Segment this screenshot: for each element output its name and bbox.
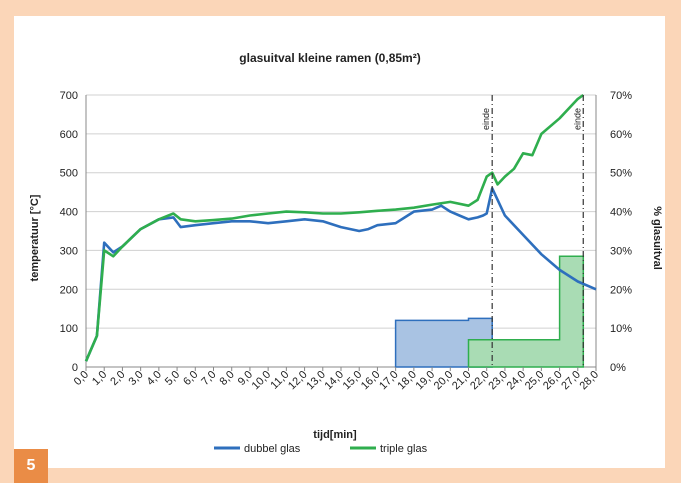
x-tick-label: 25,0	[523, 369, 547, 393]
x-tick-label: 15,0	[341, 369, 365, 393]
area-layer	[394, 255, 585, 368]
x-axis-ticks: 0,01,02,03,04,05,06,07,08,09,010,011,012…	[72, 367, 601, 392]
legend: dubbel glas triple glas	[214, 443, 428, 455]
y2-tick-label: 70%	[610, 90, 632, 102]
gridlines	[85, 94, 597, 368]
figure-number-badge: 5	[14, 449, 48, 483]
y-tick-label: 700	[60, 90, 78, 102]
y2-tick-label: 0%	[610, 362, 626, 374]
x-tick-label: 21,0	[450, 369, 474, 393]
y-tick-label: 300	[60, 245, 78, 257]
y-axis-label: temperatuur [°C]	[29, 194, 41, 281]
x-tick-label: 23,0	[486, 369, 510, 393]
y-tick-label: 500	[60, 168, 78, 180]
x-tick-label: 8,0	[218, 369, 237, 388]
y2-axis-label: % glasuitval	[651, 206, 663, 270]
x-tick-label: 17,0	[377, 369, 401, 393]
x-tick-label: 28,0	[577, 369, 601, 393]
y-tick-label: 100	[60, 323, 78, 335]
x-tick-label: 2,0	[108, 369, 127, 388]
y2-tick-label: 40%	[610, 207, 632, 219]
x-tick-label: 1,0	[90, 369, 109, 388]
x-tick-label: 6,0	[181, 369, 200, 388]
x-tick-label: 18,0	[395, 369, 419, 393]
y-tick-label: 200	[60, 284, 78, 296]
chart-title: glasuitval kleine ramen (0,85m²)	[239, 51, 420, 65]
x-tick-label: 22,0	[468, 369, 492, 393]
legend-label: triple glas	[380, 443, 428, 455]
y-tick-label: 0	[72, 362, 78, 374]
end-marker-label: einde	[481, 108, 491, 130]
chart-svg: glasuitval kleine ramen (0,85m²) einde ei…	[29, 51, 663, 455]
y2-tick-label: 60%	[610, 129, 632, 141]
chart-frame: glasuitval kleine ramen (0,85m²) einde ei…	[14, 16, 665, 468]
line-layer	[84, 93, 597, 362]
x-tick-label: 14,0	[322, 369, 346, 393]
x-tick-label: 12,0	[286, 369, 310, 393]
x-tick-label: 3,0	[126, 369, 145, 388]
x-tick-label: 11,0	[268, 369, 291, 392]
x-tick-label: 5,0	[163, 369, 182, 388]
y-axis-ticks: 0 100 200 300 400 500 600 700	[60, 90, 78, 374]
x-tick-label: 7,0	[199, 369, 218, 388]
x-tick-label: 26,0	[541, 369, 565, 393]
x-axis-label: tijd[min]	[313, 429, 357, 441]
x-tick-label: 27,0	[559, 369, 583, 393]
x-tick-label: 20,0	[432, 369, 456, 393]
x-tick-label: 24,0	[505, 369, 529, 393]
x-tick-label: 19,0	[414, 369, 438, 393]
x-tick-label: 10,0	[250, 369, 274, 393]
triple-temperature-line	[84, 93, 585, 362]
y2-tick-label: 20%	[610, 284, 632, 296]
x-tick-label: 16,0	[359, 369, 383, 393]
legend-label: dubbel glas	[244, 443, 301, 455]
x-tick-label: 13,0	[304, 369, 328, 393]
end-markers: einde einde	[481, 95, 584, 367]
y2-tick-label: 10%	[610, 323, 632, 335]
y2-tick-label: 50%	[610, 168, 632, 180]
y2-tick-label: 30%	[610, 245, 632, 257]
y2-axis-ticks: 0% 10% 20% 30% 40% 50% 60% 70%	[610, 90, 632, 374]
end-marker-label: einde	[572, 108, 582, 130]
x-tick-label: 4,0	[145, 369, 164, 388]
triple-glasuitval-area	[467, 255, 585, 368]
y-tick-label: 400	[60, 207, 78, 219]
y-tick-label: 600	[60, 129, 78, 141]
